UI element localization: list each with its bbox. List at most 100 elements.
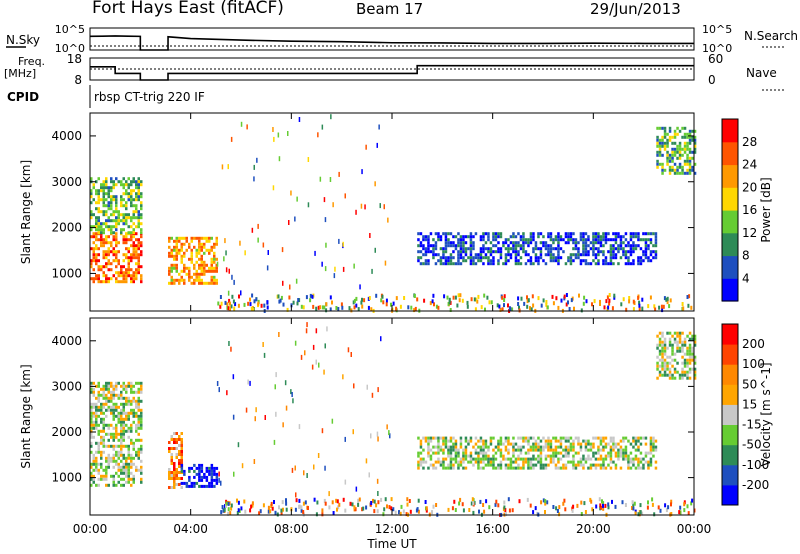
power-cell [529,256,533,260]
power-cell [198,281,201,285]
power-colorbar-swatch [722,210,738,234]
power-cell [678,165,682,169]
velocity-cell [90,441,93,445]
velocity-cell [117,465,120,469]
velocity-ylabel: Slant Range [km] [19,364,33,468]
velocity-cell [584,445,588,449]
velocity-cell [681,367,684,371]
power-cell [140,183,143,187]
velocity-cell [691,334,694,338]
velocity-cell [419,451,423,455]
power-cell [629,235,633,239]
velocity-cell [427,442,430,446]
power-cell [244,250,246,256]
velocity-cell [522,466,525,470]
power-cell [469,238,473,242]
velocity-cell [102,405,105,409]
power-cell [564,235,568,239]
velocity-cell [597,451,600,455]
velocity-cell [122,483,125,487]
power-cell [190,248,193,252]
velocity-cell [183,481,186,485]
power-cell [97,177,100,181]
velocity-cell [464,439,468,443]
power-cell [125,280,128,284]
power-cell [282,280,284,286]
power-ylabel: Slant Range [km] [19,160,33,264]
power-cell [110,277,113,281]
power-cell [183,236,186,240]
velocity-colorbar-tick: 200 [742,337,765,351]
velocity-cell [92,381,95,385]
velocity-cell [529,503,532,508]
power-cell [353,305,356,310]
noise-panel-frame [89,27,695,51]
power-cell [112,274,115,278]
velocity-cell [627,454,630,458]
power-cell [642,232,645,236]
power-cell [457,241,460,245]
power-cell [168,254,171,258]
power-cell [444,259,448,263]
velocity-cell [140,414,143,418]
power-cell [125,277,128,281]
power-cell [125,253,128,257]
power-cell [574,238,578,242]
time-tick-label: 08:00 [274,522,309,536]
velocity-cell [110,390,113,394]
velocity-cell [564,439,568,443]
power-cell [257,237,259,243]
power-cell [537,232,540,236]
velocity-cell [168,477,171,480]
power-cell [115,228,118,232]
velocity-cell [549,439,553,443]
velocity-cell [117,450,120,454]
power-cell [135,262,138,266]
velocity-cell [95,423,98,427]
velocity-cell [210,469,214,473]
velocity-cell [462,457,465,461]
velocity-cell [686,504,689,509]
velocity-cell [120,483,123,487]
velocity-cell [409,509,412,514]
power-cell [120,228,123,232]
power-cell [90,225,93,229]
power-cell [175,251,178,255]
velocity-cell [185,481,189,485]
power-cell [137,198,140,202]
velocity-cell [120,411,123,415]
power-cell [639,256,643,260]
velocity-cell [562,448,565,452]
velocity-cell [547,445,550,449]
power-cell [90,262,93,266]
velocity-cell [122,411,125,415]
power-cell [472,244,475,248]
velocity-cell [408,499,411,503]
velocity-cell [604,454,608,458]
power-cell [666,156,669,160]
power-cell [122,235,125,239]
power-cell [464,253,468,257]
velocity-cell [203,475,206,479]
power-cell [564,262,568,266]
power-cell [130,238,133,242]
velocity-cell [90,414,93,418]
velocity-cell [634,439,638,443]
velocity-cell [632,439,635,443]
power-cell [120,195,123,199]
velocity-cell [474,436,478,440]
power-cell [557,305,560,310]
power-cell [690,305,693,310]
velocity-cell [140,390,143,394]
velocity-cell [112,474,115,478]
power-cell [210,257,213,261]
power-cell [614,241,618,245]
power-cell [656,141,659,145]
power-cell [444,232,448,236]
power-cell [117,222,120,226]
power-cell [173,281,176,285]
power-cell [369,233,371,238]
power-cell [140,204,143,208]
power-cell [609,262,613,266]
velocity-cell [502,457,505,461]
